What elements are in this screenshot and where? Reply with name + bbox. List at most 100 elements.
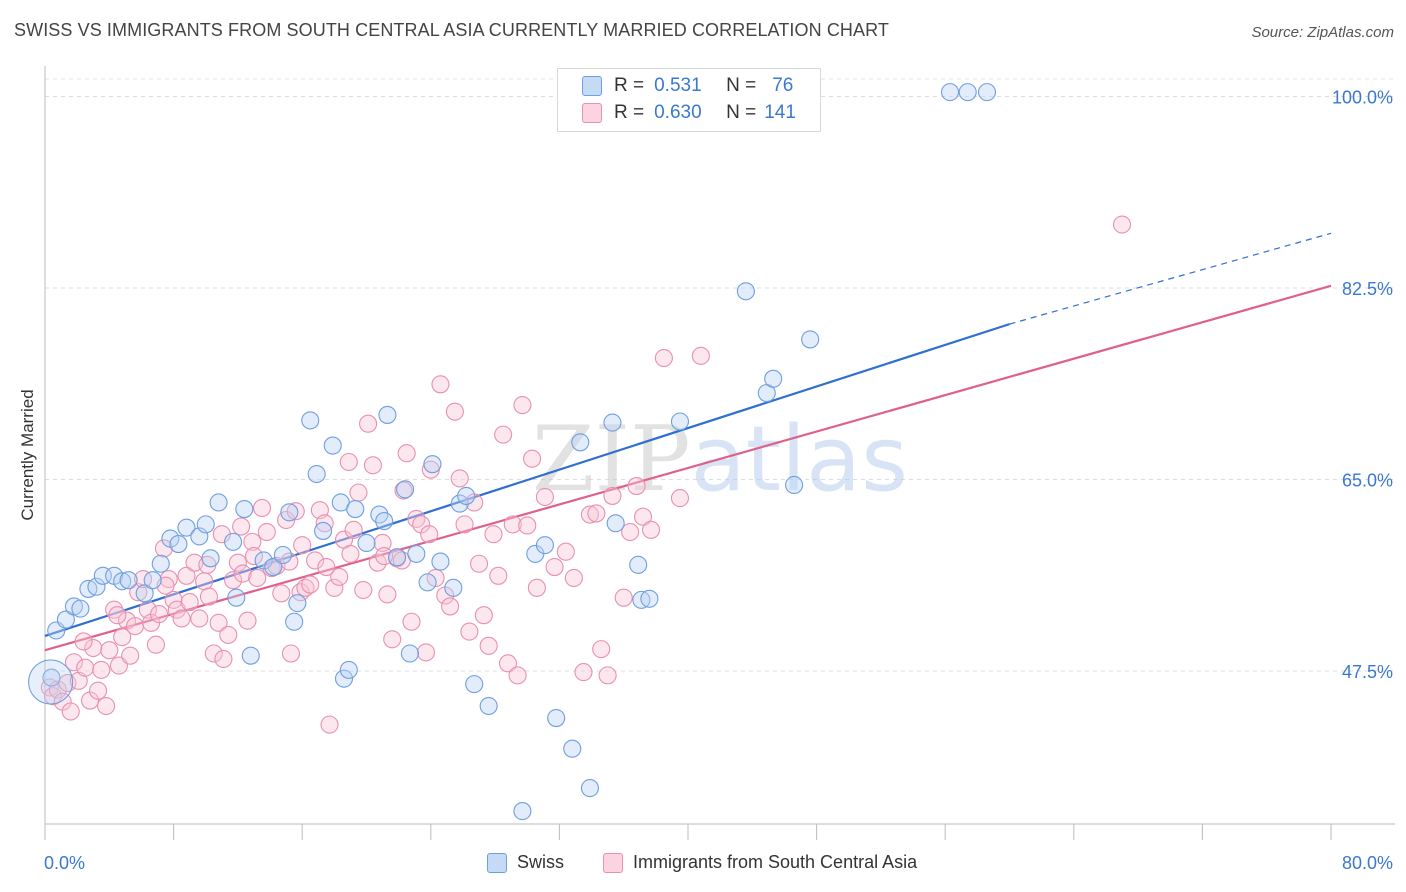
- swiss-point: [603, 413, 622, 432]
- immigrants-point: [180, 593, 199, 612]
- immigrants-point: [121, 646, 140, 665]
- immigrants-point: [105, 600, 124, 619]
- r-label: R =: [614, 75, 645, 96]
- swiss-point: [307, 464, 326, 484]
- immigrants-point: [460, 622, 479, 641]
- swiss-point: [357, 533, 376, 553]
- immigrants-point: [154, 539, 174, 558]
- series-legend: Swiss Immigrants from South Central Asia: [0, 852, 1406, 878]
- y-tick-label: 65.0%: [1342, 471, 1393, 491]
- immigrants-point: [228, 553, 247, 572]
- immigrants-point: [97, 696, 116, 716]
- swiss-point: [407, 544, 426, 563]
- swiss-point: [264, 557, 283, 577]
- immigrants-point: [603, 486, 622, 505]
- immigrants-point: [280, 552, 299, 571]
- swiss-point: [143, 571, 162, 590]
- immigrants-point: [204, 644, 223, 663]
- swiss-point: [135, 584, 154, 603]
- immigrants-trend-line: [44, 284, 1332, 652]
- immigrants-point: [394, 481, 413, 500]
- immigrants-point: [341, 544, 360, 563]
- immigrants-point: [243, 532, 262, 551]
- immigrants-point: [450, 469, 469, 488]
- swiss-point: [254, 551, 273, 570]
- swiss-point: [640, 589, 659, 608]
- swiss-trend-extension: [1009, 232, 1332, 325]
- immigrants-point: [296, 578, 315, 597]
- swiss-point: [457, 486, 476, 505]
- immigrants-swatch: [582, 103, 602, 123]
- n-value: 76: [772, 75, 794, 96]
- immigrants-point: [233, 564, 252, 583]
- legend-label-swiss: Swiss: [517, 852, 565, 872]
- y-tick-label: 82.5%: [1342, 279, 1393, 299]
- r-value: 0.531: [654, 75, 702, 96]
- legend-item-swiss[interactable]: Swiss: [487, 852, 564, 873]
- immigrants-point: [134, 570, 153, 589]
- immigrants-point: [574, 663, 593, 682]
- stats-row-immigrants: R = 0.630 N = 141: [582, 102, 796, 124]
- swiss-point: [400, 644, 419, 663]
- immigrants-point: [368, 553, 387, 572]
- immigrants-point: [508, 666, 527, 685]
- data-points: [28, 83, 1132, 821]
- y-tick-label: 100.0%: [1332, 88, 1393, 108]
- immigrants-point: [1112, 215, 1132, 234]
- immigrants-point: [195, 572, 214, 591]
- swiss-point: [563, 739, 582, 758]
- swiss-point: [169, 535, 188, 554]
- r-value: 0.630: [654, 102, 702, 123]
- swiss-point: [375, 512, 394, 531]
- swiss-point: [224, 532, 243, 551]
- legend-item-immigrants[interactable]: Immigrants from South Central Asia: [603, 852, 917, 873]
- swiss-point: [288, 594, 307, 613]
- immigrants-point: [146, 635, 165, 654]
- swiss-point: [196, 515, 215, 534]
- swiss-point: [71, 599, 90, 618]
- immigrants-point: [214, 649, 233, 669]
- swiss-point: [670, 412, 690, 431]
- immigrants-point: [489, 566, 508, 585]
- swiss-point: [958, 83, 977, 102]
- swiss-trend-line: [44, 323, 1010, 638]
- legend-label-immigrants: Immigrants from South Central Asia: [633, 852, 918, 872]
- immigrants-point: [69, 671, 88, 690]
- immigrants-point: [614, 588, 633, 607]
- immigrants-point: [164, 590, 183, 609]
- tick-labels: 100.0% 82.5% 65.0% 47.5% 0.0% 80.0%: [44, 88, 1393, 874]
- immigrants-point: [564, 568, 583, 588]
- source-label: Source: ZipAtlas.com: [1251, 24, 1394, 41]
- swiss-point: [301, 411, 320, 430]
- n-value: 141: [764, 102, 796, 123]
- swiss-point: [513, 802, 532, 821]
- immigrants-point: [281, 644, 300, 663]
- immigrants-point: [354, 580, 373, 600]
- immigrants-point: [503, 515, 522, 534]
- swiss-point: [151, 554, 170, 573]
- swiss-point: [387, 548, 407, 567]
- immigrants-point: [484, 525, 503, 544]
- immigrants-point: [359, 414, 378, 433]
- immigrants-point: [691, 346, 710, 365]
- swiss-point: [571, 433, 590, 452]
- immigrants-point: [64, 653, 83, 672]
- immigrants-point: [320, 715, 339, 734]
- swiss-point: [444, 578, 463, 597]
- x-tick-label: 0.0%: [44, 853, 85, 873]
- immigrants-point: [633, 507, 653, 526]
- immigrants-point: [224, 571, 243, 590]
- swiss-point: [450, 494, 469, 513]
- immigrants-point: [373, 533, 392, 553]
- swiss-point: [119, 571, 138, 590]
- swiss-point: [314, 521, 333, 540]
- immigrants-point: [61, 702, 80, 721]
- immigrants-point: [592, 640, 611, 659]
- immigrants-point: [383, 630, 402, 649]
- immigrants-point: [670, 489, 690, 508]
- swiss-point: [273, 545, 292, 565]
- immigrants-point: [257, 522, 276, 542]
- swiss-point: [241, 646, 260, 665]
- immigrants-point: [407, 509, 426, 528]
- immigrants-point: [76, 658, 95, 677]
